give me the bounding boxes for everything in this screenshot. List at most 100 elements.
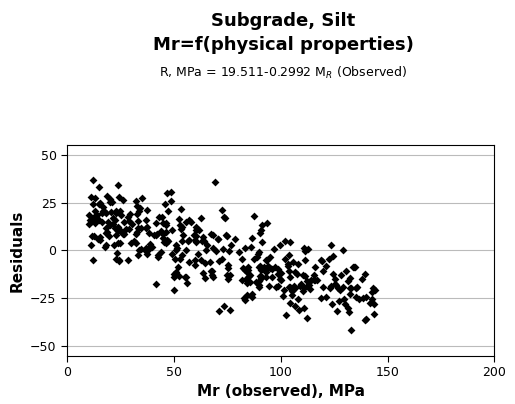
Point — [98, 209, 106, 216]
Point — [87, 194, 95, 200]
Point — [242, 276, 250, 282]
Point — [146, 244, 154, 250]
Point — [329, 252, 337, 259]
Point — [218, 256, 226, 263]
Point — [286, 299, 294, 306]
Point — [98, 219, 106, 225]
Point — [250, 255, 258, 262]
Point — [336, 287, 344, 293]
Point — [252, 279, 260, 285]
Point — [95, 216, 103, 223]
Point — [163, 236, 171, 243]
Point — [143, 224, 151, 231]
Point — [258, 239, 266, 245]
Point — [143, 206, 151, 213]
Point — [257, 274, 265, 281]
Point — [134, 218, 142, 224]
Point — [159, 230, 167, 237]
Point — [277, 277, 285, 283]
Point — [215, 258, 223, 265]
Point — [259, 222, 267, 229]
Point — [231, 236, 239, 242]
Point — [326, 284, 334, 291]
Point — [289, 259, 297, 265]
Point — [253, 251, 262, 257]
Point — [191, 236, 199, 243]
Point — [171, 242, 180, 248]
Point — [170, 274, 178, 280]
Point — [214, 236, 222, 242]
Point — [346, 275, 354, 282]
Point — [286, 238, 294, 245]
X-axis label: Mr (observed), MPa: Mr (observed), MPa — [197, 385, 365, 400]
Text: Mr=f(physical properties): Mr=f(physical properties) — [153, 36, 414, 55]
Point — [85, 221, 93, 227]
Point — [297, 281, 305, 288]
Point — [288, 288, 296, 295]
Point — [328, 301, 336, 307]
Point — [265, 283, 273, 290]
Point — [238, 256, 247, 262]
Point — [115, 227, 124, 234]
Point — [162, 240, 170, 246]
Point — [245, 272, 253, 279]
Point — [322, 293, 330, 300]
Point — [271, 264, 279, 271]
Point — [255, 278, 263, 284]
Point — [124, 257, 132, 263]
Point — [339, 246, 347, 253]
Text: R, MPa = 19.511-0.2992 M$_R$ (Observed): R, MPa = 19.511-0.2992 M$_R$ (Observed) — [159, 65, 407, 81]
Point — [256, 263, 265, 269]
Point — [167, 198, 175, 204]
Point — [344, 278, 352, 284]
Point — [144, 246, 152, 253]
Point — [370, 301, 378, 307]
Point — [260, 265, 268, 271]
Point — [301, 248, 310, 255]
Point — [168, 226, 176, 233]
Point — [226, 306, 234, 313]
Point — [222, 272, 231, 279]
Point — [203, 242, 212, 248]
Point — [167, 251, 176, 257]
Point — [327, 283, 335, 289]
Point — [197, 257, 205, 263]
Point — [206, 259, 214, 265]
Point — [224, 265, 232, 271]
Point — [225, 248, 233, 254]
Point — [346, 290, 354, 297]
Point — [132, 231, 140, 238]
Point — [133, 203, 141, 209]
Point — [246, 279, 254, 285]
Point — [112, 256, 120, 262]
Point — [281, 256, 289, 263]
Point — [162, 222, 170, 229]
Point — [220, 215, 229, 221]
Point — [282, 311, 290, 318]
Point — [324, 256, 333, 262]
Point — [119, 230, 127, 237]
Point — [294, 296, 302, 302]
Point — [164, 208, 173, 214]
Point — [221, 232, 230, 239]
Point — [267, 274, 276, 280]
Point — [279, 293, 287, 299]
Point — [274, 266, 282, 273]
Point — [111, 217, 119, 223]
Point — [157, 249, 165, 255]
Point — [114, 257, 123, 263]
Point — [113, 224, 122, 230]
Point — [369, 284, 377, 291]
Point — [153, 231, 161, 237]
Point — [127, 240, 135, 246]
Point — [370, 311, 378, 318]
Point — [136, 246, 145, 252]
Point — [169, 287, 178, 294]
Point — [197, 215, 205, 221]
Point — [254, 249, 263, 256]
Point — [104, 219, 112, 225]
Point — [331, 275, 339, 282]
Point — [263, 220, 271, 226]
Point — [361, 271, 369, 277]
Point — [246, 271, 254, 278]
